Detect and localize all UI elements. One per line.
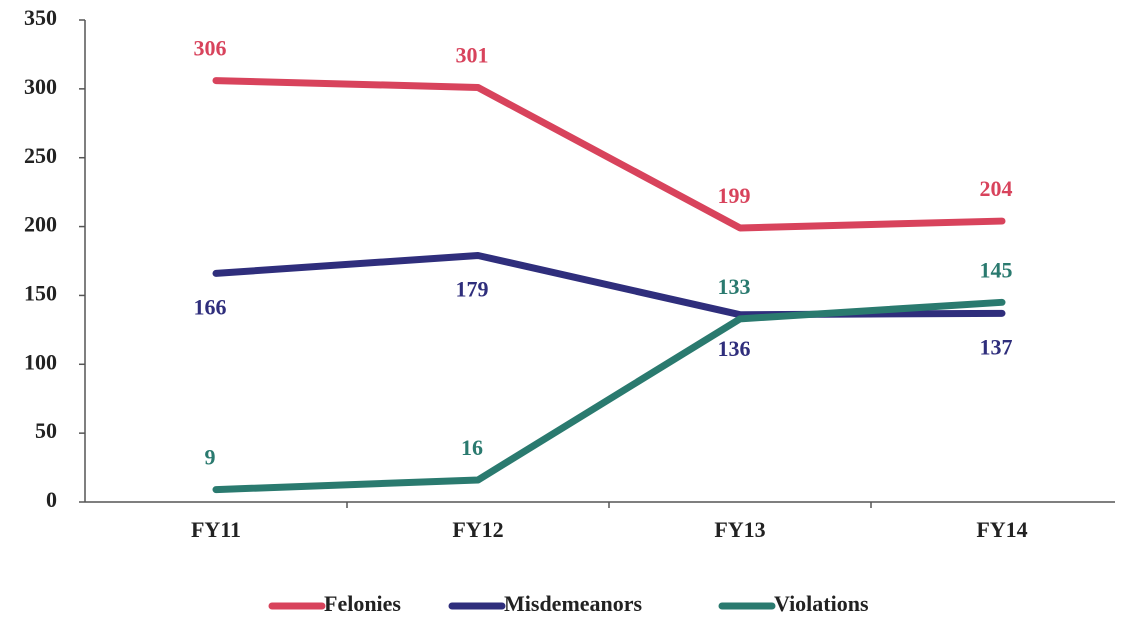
legend-item: Misdemeanors <box>448 591 643 616</box>
legend-item: Violations <box>718 591 869 616</box>
legend-item: Felonies <box>268 591 401 616</box>
data-label: 16 <box>461 435 483 460</box>
data-label: 9 <box>205 445 216 470</box>
data-label: 145 <box>980 257 1013 282</box>
series-line <box>212 298 1006 494</box>
x-tick-label: FY14 <box>976 517 1027 542</box>
data-label: 166 <box>194 294 227 319</box>
y-tick-label: 50 <box>35 418 57 443</box>
y-tick-label: 350 <box>24 5 57 30</box>
x-tick-label: FY13 <box>714 517 765 542</box>
data-label: 306 <box>194 36 227 61</box>
series-line <box>212 251 1006 319</box>
data-label: 199 <box>718 183 751 208</box>
y-tick-label: 0 <box>46 487 57 512</box>
data-label: 133 <box>718 274 751 299</box>
data-label: 137 <box>980 334 1013 359</box>
legend-label: Violations <box>774 591 869 616</box>
y-tick-label: 300 <box>24 74 57 99</box>
y-tick-label: 100 <box>24 349 57 374</box>
x-tick-label: FY11 <box>191 517 241 542</box>
series-line <box>212 77 1006 232</box>
data-label: 136 <box>718 336 751 361</box>
y-tick-label: 250 <box>24 143 57 168</box>
y-tick-label: 150 <box>24 280 57 305</box>
legend-label: Misdemeanors <box>504 591 643 616</box>
legend-label: Felonies <box>324 591 401 616</box>
x-tick-label: FY12 <box>452 517 503 542</box>
data-label: 301 <box>456 43 489 68</box>
data-label: 204 <box>980 176 1013 201</box>
data-label: 179 <box>456 277 489 302</box>
y-tick-label: 200 <box>24 212 57 237</box>
